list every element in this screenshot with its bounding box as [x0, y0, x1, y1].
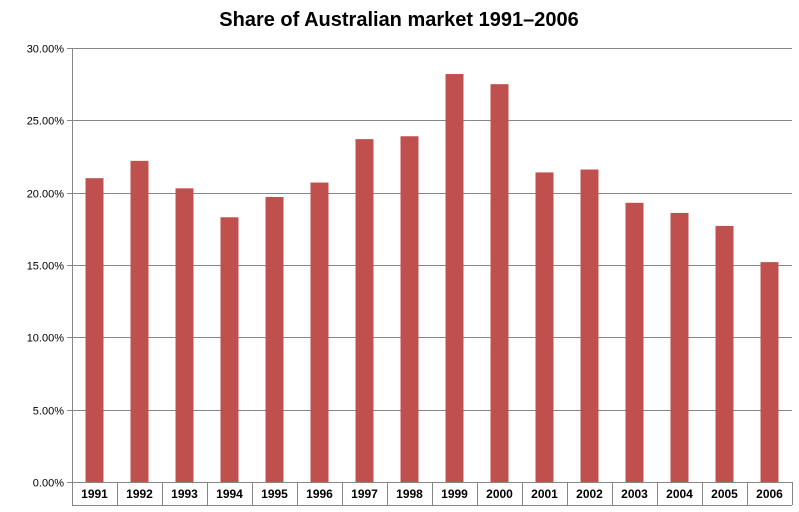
- y-tick-label: 15.00%: [27, 261, 65, 273]
- x-category-label: 1992: [126, 487, 153, 501]
- bar-2003: [625, 202, 644, 483]
- x-category-label: 1999: [441, 487, 468, 501]
- x-category-label: 1998: [396, 487, 423, 501]
- bar-1994: [220, 217, 239, 482]
- chart-title: Share of Australian market 1991–2006: [219, 9, 578, 31]
- x-category-label: 2001: [531, 487, 558, 501]
- bar-1998: [400, 136, 419, 482]
- bar-1993: [175, 188, 194, 482]
- bar-2002: [580, 169, 599, 482]
- x-category-label: 2006: [756, 487, 783, 501]
- bar-1999: [445, 74, 464, 482]
- bar-1991: [85, 178, 104, 482]
- bar-2001: [535, 172, 554, 482]
- x-category-label: 2000: [486, 487, 513, 501]
- x-category-label: 1993: [171, 487, 198, 501]
- axes: [72, 48, 793, 506]
- x-category-label: 1995: [261, 487, 288, 501]
- y-axis-ticks: 0.00% 5.00% 10.00% 15.00% 20.00% 25.00% 30.00%: [27, 44, 72, 490]
- bar-2004: [670, 212, 689, 483]
- y-tick-label: 25.00%: [27, 116, 65, 128]
- bars: [85, 74, 779, 483]
- bar-1997: [355, 139, 374, 482]
- bar-2006: [760, 262, 779, 482]
- x-category-label: 1991: [81, 487, 108, 501]
- y-tick-label: 0.00%: [33, 478, 64, 490]
- y-tick-label: 5.00%: [33, 406, 64, 418]
- bar-1995: [265, 197, 284, 482]
- bar-2000: [490, 84, 509, 483]
- x-axis-categories: 1991 1992 1993 1994 1995 1996 1997 1998 1999 2000…: [81, 487, 783, 501]
- bar-1996: [310, 182, 329, 483]
- x-category-label: 2004: [666, 487, 693, 501]
- x-category-label: 1994: [216, 487, 243, 501]
- y-tick-label: 20.00%: [27, 189, 65, 201]
- bar-1992: [130, 160, 149, 482]
- y-tick-label: 30.00%: [27, 44, 65, 56]
- y-tick-label: 10.00%: [27, 333, 65, 345]
- x-category-label: 2002: [576, 487, 603, 501]
- bar-2005: [715, 225, 734, 482]
- x-category-label: 1996: [306, 487, 333, 501]
- x-category-label: 2005: [711, 487, 738, 501]
- x-category-label: 1997: [351, 487, 378, 501]
- x-category-label: 2003: [621, 487, 648, 501]
